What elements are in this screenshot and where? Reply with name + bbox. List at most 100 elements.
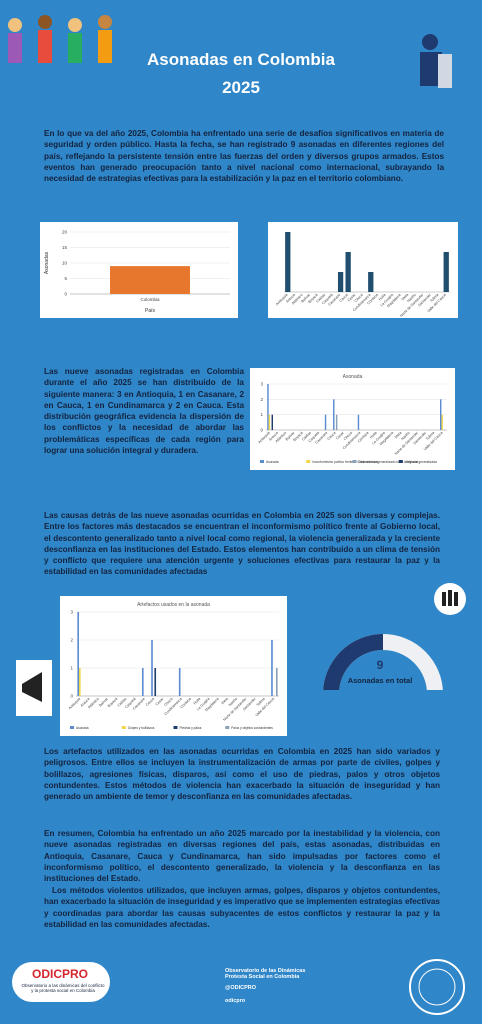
x-tick-label: Nariño [228,697,238,707]
x-tick-label: Antioquia [68,697,81,710]
legend-label: Asonada [266,460,279,464]
megaphone-icon [16,660,52,716]
legend-swatch [121,726,126,729]
facebook: Observatorio de las Dinámicas Protesta S… [225,968,306,980]
gauge-value: 9 [377,658,384,672]
y-tick-label: 1 [260,412,263,417]
x-tick-label: Bolívar [98,696,109,707]
x-axis-label: País [145,308,156,314]
bar [110,266,190,294]
paragraph: Las causas detrás de las nueve asonadas … [44,511,440,577]
bar [271,640,273,696]
bar [324,414,327,430]
paragraph: Las nueve asonadas registradas en Colomb… [44,367,244,456]
legend-swatch [398,460,403,463]
legend-swatch [225,726,230,729]
x-tick-label: Nariño [400,431,410,441]
paragraph: En lo que va del año 2025, Colombia ha e… [44,129,444,184]
bar [333,399,335,430]
bar [151,640,153,696]
bar [335,414,338,430]
bar [78,668,81,696]
x-tick-label: Huila [369,431,378,440]
gauge-label: Asonadas en total [348,676,413,685]
x-tick-label: Meta [394,431,402,439]
protest-icon [434,583,466,615]
x-tick-label: Cauca [145,697,155,707]
bar [441,414,443,430]
x-tick-label: Cesar [347,292,357,302]
x-tick-label: Huila [378,293,387,302]
legend-label: Golpes y bolillazos [128,726,155,730]
legend-swatch [260,460,264,463]
x-tick-label: Cesar [335,430,345,440]
bar [368,272,374,292]
y-tick-label: 0 [260,428,263,433]
x-tick-label: Tolima [429,293,439,303]
y-tick-label: 1 [70,666,73,671]
bar [141,668,144,696]
x-tick-label: Tolima [425,431,435,441]
x-tick-label: Colombia [140,297,160,302]
x-tick-label: Chocó [354,293,364,303]
x-tick-label: Meta [401,293,409,301]
x-tick-label: Cauca [326,431,336,441]
y-tick-label: 3 [260,382,263,387]
x-tick-label: Boyacá [292,431,303,442]
y-tick-label: 3 [70,610,73,615]
x-tick-label: Chocó [343,431,353,441]
people-illustration [8,15,112,63]
x-tick-label: Arauca [80,697,91,708]
paragraph: Los métodos violentos utilizados, que in… [44,886,440,929]
police-illustration [420,34,452,88]
legend-label: Violencia generalizada [405,460,437,464]
bar [178,668,181,696]
y-tick-label: 10 [62,261,68,266]
x-tick-label: Arauca [268,431,279,442]
bar [77,612,79,696]
instagram: odicpro [225,998,246,1004]
twitter: @ODICPRO [225,985,257,991]
bar [440,399,442,430]
bar [154,668,157,696]
x-tick-label: Caldas [315,293,326,304]
x-tick-label: Cauca [339,293,349,303]
logo-caption: Observatorio a las dinámicas del conflic… [21,983,105,993]
legend-swatch [306,460,311,463]
x-tick-label: Arauca [285,293,296,304]
title: Asonadas en Colombia [147,50,335,69]
bar [345,252,351,292]
legend-swatch [70,726,74,729]
y-tick-label: 15 [62,245,68,250]
legend-label: Inconformismo político frente al Gobiern… [312,460,378,464]
x-tick-label: Boyacá [107,697,118,708]
y-tick-label: 2 [260,397,263,402]
bar [268,414,271,430]
x-tick-label: Bolívar [300,292,311,303]
y-tick-label: 5 [64,276,67,281]
legend-swatch [173,726,178,729]
x-tick-label: Nariño [406,293,416,303]
bar [276,668,278,696]
y-axis-label: Asonadas [44,251,50,274]
bar-chart: 0 5 10 15 20 Colombia País Asonadas [40,222,238,318]
paragraph: Los artefactos utilizados en las asonada… [44,747,440,802]
gauge-fill [323,634,384,690]
bar [285,232,291,292]
legend-label: Piedras y palos [180,726,202,730]
y-tick-label: 20 [62,230,68,235]
bar [443,252,449,292]
bar [271,414,273,430]
x-tick-label: Caldas [117,697,128,708]
bar [337,272,344,292]
seal [409,959,465,1015]
grouped-bar-chart: Artefactos usados en la asonada 0 1 2 3 Antio… [60,596,287,736]
legend-label: Asonada [76,726,89,730]
logo: ODICPRO [32,967,89,981]
title-year: 2025 [222,78,260,97]
x-tick-label: Boyacá [307,293,318,304]
y-tick-label: 0 [70,694,73,699]
bar [267,384,269,430]
legend-label: Palos y objetos contundentes [231,726,273,730]
